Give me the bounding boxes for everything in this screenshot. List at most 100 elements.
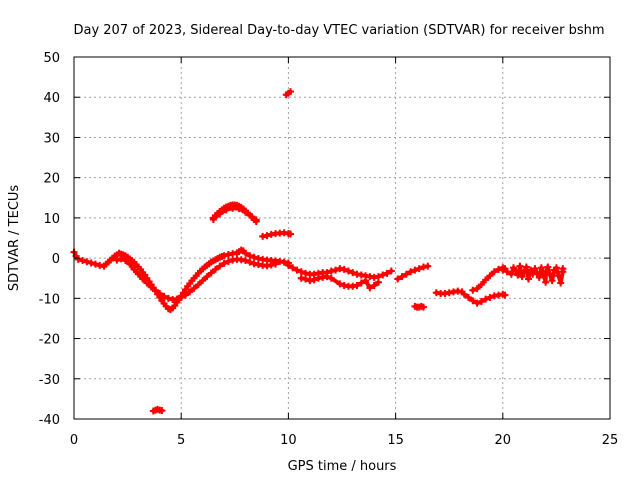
data-point [520, 268, 528, 276]
data-point [537, 264, 545, 272]
data-point [473, 285, 481, 293]
data-point [469, 297, 477, 305]
data-point [194, 281, 202, 289]
data-point [252, 216, 260, 224]
y-axis-label: SDTVAR / TECUs [7, 185, 22, 292]
data-point [546, 271, 554, 279]
y-tick-label: 40 [43, 91, 60, 106]
data-point [374, 278, 382, 286]
data-point [387, 267, 395, 275]
x-tick-label: 10 [280, 433, 297, 448]
data-point [242, 208, 250, 216]
y-tick-label: -20 [39, 333, 60, 348]
data-point [248, 213, 256, 221]
data-point [486, 294, 494, 302]
data-point [402, 270, 410, 278]
data-point [186, 288, 194, 296]
data-point [323, 273, 331, 281]
data-point [272, 260, 280, 268]
x-tick-label: 25 [602, 433, 619, 448]
data-point [424, 262, 432, 270]
data-point [246, 258, 254, 266]
series-segment-17-to-19 [432, 287, 509, 307]
data-point [516, 262, 524, 270]
data-point [503, 268, 511, 276]
data-point [548, 277, 556, 285]
data-point [143, 279, 151, 287]
data-point [222, 206, 230, 214]
axis-ticks: 0 5 10 15 20 25 -40 -30 -20 -10 0 10 20 30 40 50 [39, 51, 619, 448]
series-outlier-high [282, 88, 295, 99]
data-point [518, 273, 526, 281]
data-point [160, 292, 168, 300]
data-point [490, 268, 498, 276]
data-point [74, 255, 82, 263]
data-point [357, 279, 365, 287]
data-point [284, 261, 292, 269]
data-point [501, 291, 509, 299]
data-point [332, 266, 340, 274]
data-point [477, 281, 485, 289]
series-segment-10-to-15 [284, 261, 395, 281]
plot-frame [73, 56, 611, 420]
data-point [91, 260, 99, 268]
y-tick-label: 20 [43, 172, 60, 187]
data-point [250, 253, 258, 261]
series-short-segment [259, 229, 295, 240]
data-point [531, 265, 539, 273]
data-point [139, 275, 147, 283]
series-segment-18.5-to-20 [469, 264, 507, 294]
x-axis-label: GPS time / hours [288, 459, 397, 474]
data-point [349, 269, 357, 277]
data-point [287, 230, 295, 238]
data-point [310, 276, 318, 284]
data-point [411, 266, 419, 274]
data-point [158, 407, 166, 415]
data-point [164, 294, 172, 302]
x-tick-label: 15 [387, 433, 404, 448]
series-lower-run-11-to-14 [297, 273, 382, 292]
data-point [83, 258, 91, 266]
data-point [216, 262, 224, 270]
data-point [190, 284, 198, 292]
data-point [362, 277, 370, 285]
grid-lines [74, 57, 610, 419]
data-point [522, 263, 530, 271]
data-point [177, 294, 185, 302]
data-point [336, 280, 344, 288]
data-point [512, 267, 520, 275]
data-point [209, 215, 217, 223]
data-point [126, 260, 134, 268]
data-point [477, 298, 485, 306]
data-point [398, 273, 406, 281]
data-point [242, 257, 250, 265]
data-point [327, 274, 335, 282]
data-point [366, 284, 374, 292]
y-tick-label: 30 [43, 131, 60, 146]
data-point [340, 265, 348, 273]
data-point [203, 273, 211, 281]
y-tick-label: -10 [39, 292, 60, 307]
data-point [117, 255, 125, 263]
series-arc-lower-line [209, 204, 260, 224]
data-point [113, 256, 121, 264]
x-tick-label: 5 [177, 433, 185, 448]
data-point [383, 269, 391, 277]
data-point [293, 266, 301, 274]
data-points [70, 88, 567, 415]
data-point [220, 252, 228, 260]
data-point [224, 257, 232, 265]
data-point [147, 283, 155, 291]
data-point [473, 299, 481, 307]
data-point [353, 281, 361, 289]
data-point [302, 275, 310, 283]
series-segment-20-to-23 [499, 262, 567, 287]
data-point [533, 269, 541, 277]
data-point [297, 268, 305, 276]
data-point [527, 266, 535, 274]
data-point [130, 265, 138, 273]
data-point [482, 295, 490, 303]
data-point [460, 290, 468, 298]
data-point [559, 265, 567, 273]
